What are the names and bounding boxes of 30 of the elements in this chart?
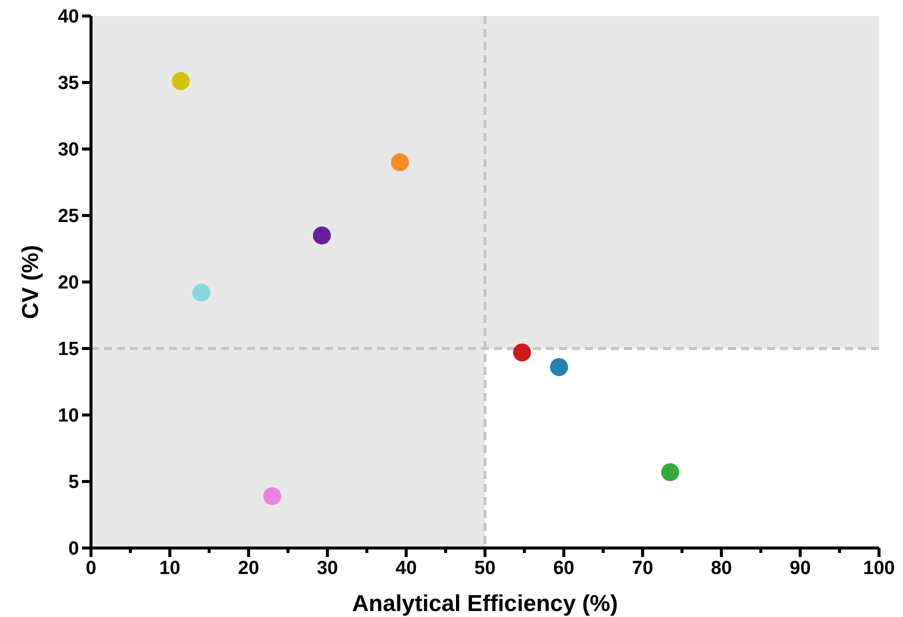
- point: [661, 463, 680, 482]
- point: [390, 153, 409, 172]
- x-tick-label: 90: [790, 558, 811, 579]
- point: [192, 284, 210, 302]
- x-tick-label: 50: [474, 558, 496, 579]
- y-tick-label: 10: [58, 406, 79, 427]
- y-tick-label: 5: [68, 472, 80, 494]
- x-tick-label: 10: [159, 558, 180, 579]
- point: [550, 358, 568, 376]
- x-tick-label: 60: [553, 558, 574, 579]
- point: [513, 343, 532, 362]
- point: [172, 72, 190, 90]
- y-tick-label: 20: [58, 272, 79, 294]
- y-tick-label: 30: [58, 140, 79, 161]
- x-tick-label: 0: [86, 558, 96, 579]
- y-tick-label: 15: [58, 339, 80, 360]
- x-tick-label: 80: [710, 558, 732, 579]
- point: [312, 226, 331, 244]
- x-axis-title: Analytical Efficiency (%): [352, 590, 618, 616]
- point: [263, 487, 282, 506]
- x-tick-label: 40: [396, 558, 417, 579]
- x-tick-label: 30: [316, 558, 338, 579]
- x-tick-label: 70: [632, 558, 654, 579]
- y-axis-title: CV (%): [17, 244, 43, 320]
- y-tick-label: 35: [58, 73, 80, 94]
- x-tick-label: 20: [238, 558, 260, 579]
- x-tick-label: 100: [863, 558, 895, 579]
- y-tick-label: 40: [58, 6, 79, 28]
- y-tick-label: 25: [58, 206, 80, 228]
- y-tick-label: 0: [68, 538, 79, 560]
